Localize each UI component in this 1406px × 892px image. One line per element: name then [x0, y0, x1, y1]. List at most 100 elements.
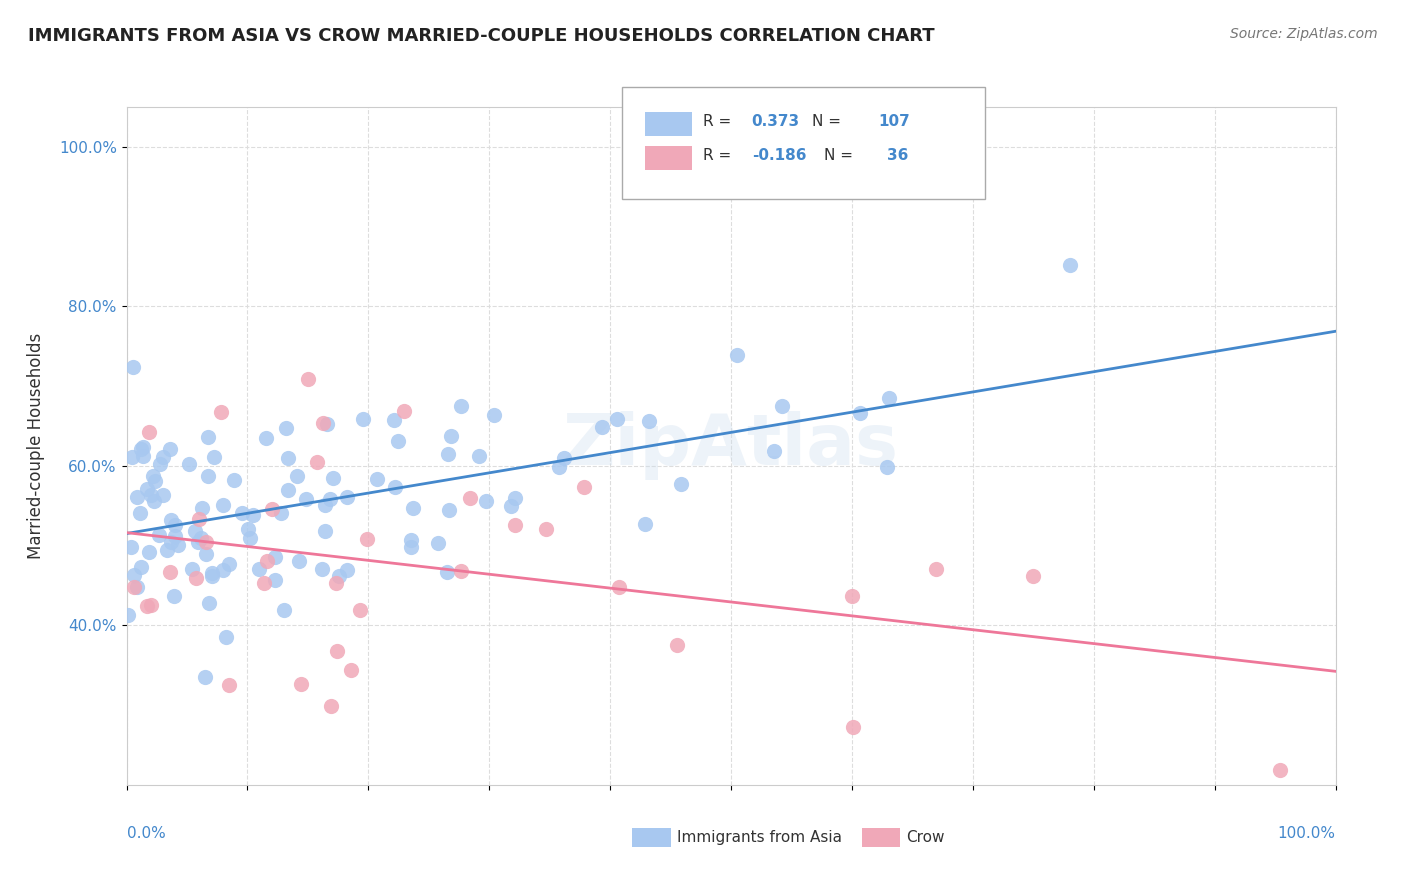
Point [159, 442, 181, 456]
Point [148, 528, 170, 542]
Text: Immigrants from Asia: Immigrants from Asia [676, 830, 842, 846]
Point [606, 411, 628, 425]
Text: N =: N = [824, 148, 858, 163]
Point [287, 554, 309, 568]
FancyBboxPatch shape [631, 828, 671, 847]
Point [125, 490, 148, 504]
Point [1268, 764, 1291, 778]
Point [197, 469, 219, 483]
Point [665, 638, 688, 652]
Point [212, 498, 235, 512]
Point [254, 431, 277, 445]
Point [297, 372, 319, 386]
Point [222, 473, 245, 487]
Point [484, 408, 506, 422]
Point [437, 503, 460, 517]
Point [277, 451, 299, 466]
Point [122, 580, 145, 594]
FancyBboxPatch shape [645, 112, 692, 136]
Point [295, 492, 318, 507]
Point [156, 543, 179, 558]
Point [256, 554, 278, 568]
Point [194, 535, 217, 549]
Point [184, 571, 207, 585]
Point [285, 469, 308, 483]
Point [436, 447, 458, 461]
Text: 0.0%: 0.0% [127, 826, 166, 840]
Point [253, 576, 276, 591]
Point [260, 502, 283, 516]
Point [215, 631, 238, 645]
Point [143, 474, 166, 488]
Point [218, 557, 240, 571]
Point [184, 524, 207, 538]
Point [349, 603, 371, 617]
Point [319, 491, 342, 506]
Point [336, 563, 359, 577]
Point [201, 568, 224, 582]
Point [231, 506, 253, 520]
Point [190, 531, 212, 545]
Point [138, 545, 160, 559]
Point [311, 562, 333, 576]
Point [499, 499, 522, 513]
Point [339, 663, 361, 677]
Point [315, 417, 337, 432]
Point [180, 562, 202, 576]
Point [201, 566, 224, 581]
Point [132, 449, 155, 463]
Point [671, 477, 693, 491]
Point [399, 540, 422, 554]
Point [211, 563, 233, 577]
Text: 0.373: 0.373 [752, 114, 800, 129]
Point [336, 491, 359, 505]
Point [725, 348, 748, 362]
Point [290, 677, 312, 691]
FancyBboxPatch shape [623, 87, 986, 199]
Point [436, 565, 458, 579]
Point [638, 414, 661, 428]
Point [1059, 258, 1081, 272]
Point [277, 483, 299, 497]
Text: IMMIGRANTS FROM ASIA VS CROW MARRIED-COUPLE HOUSEHOLDS CORRELATION CHART: IMMIGRANTS FROM ASIA VS CROW MARRIED-COU… [28, 27, 935, 45]
Point [924, 562, 946, 576]
Point [152, 488, 174, 502]
Point [128, 506, 150, 520]
Point [770, 400, 793, 414]
Point [167, 538, 190, 552]
Text: 100.0%: 100.0% [1278, 826, 1336, 840]
Point [877, 391, 900, 405]
Point [190, 500, 212, 515]
Point [122, 567, 145, 582]
Point [263, 550, 285, 565]
Point [307, 455, 329, 469]
Point [143, 494, 166, 508]
Point [399, 533, 422, 547]
Point [276, 421, 298, 435]
Point [634, 516, 657, 531]
Point [194, 670, 217, 684]
Point [503, 517, 526, 532]
Point [273, 603, 295, 617]
Point [202, 450, 225, 464]
Point [314, 524, 336, 538]
Point [468, 449, 491, 463]
Point [270, 506, 292, 520]
Point [149, 457, 172, 471]
Point [125, 580, 148, 594]
Point [440, 428, 463, 442]
Point [218, 678, 240, 692]
Point [194, 547, 217, 561]
FancyBboxPatch shape [645, 145, 692, 170]
Text: R =: R = [703, 148, 737, 163]
Point [135, 482, 157, 496]
Point [572, 479, 595, 493]
Point [264, 573, 287, 587]
Point [247, 562, 270, 576]
Point [239, 531, 262, 545]
Point [139, 598, 162, 612]
Point [505, 491, 527, 505]
Point [197, 596, 219, 610]
Point [209, 405, 232, 419]
Point [392, 404, 415, 418]
